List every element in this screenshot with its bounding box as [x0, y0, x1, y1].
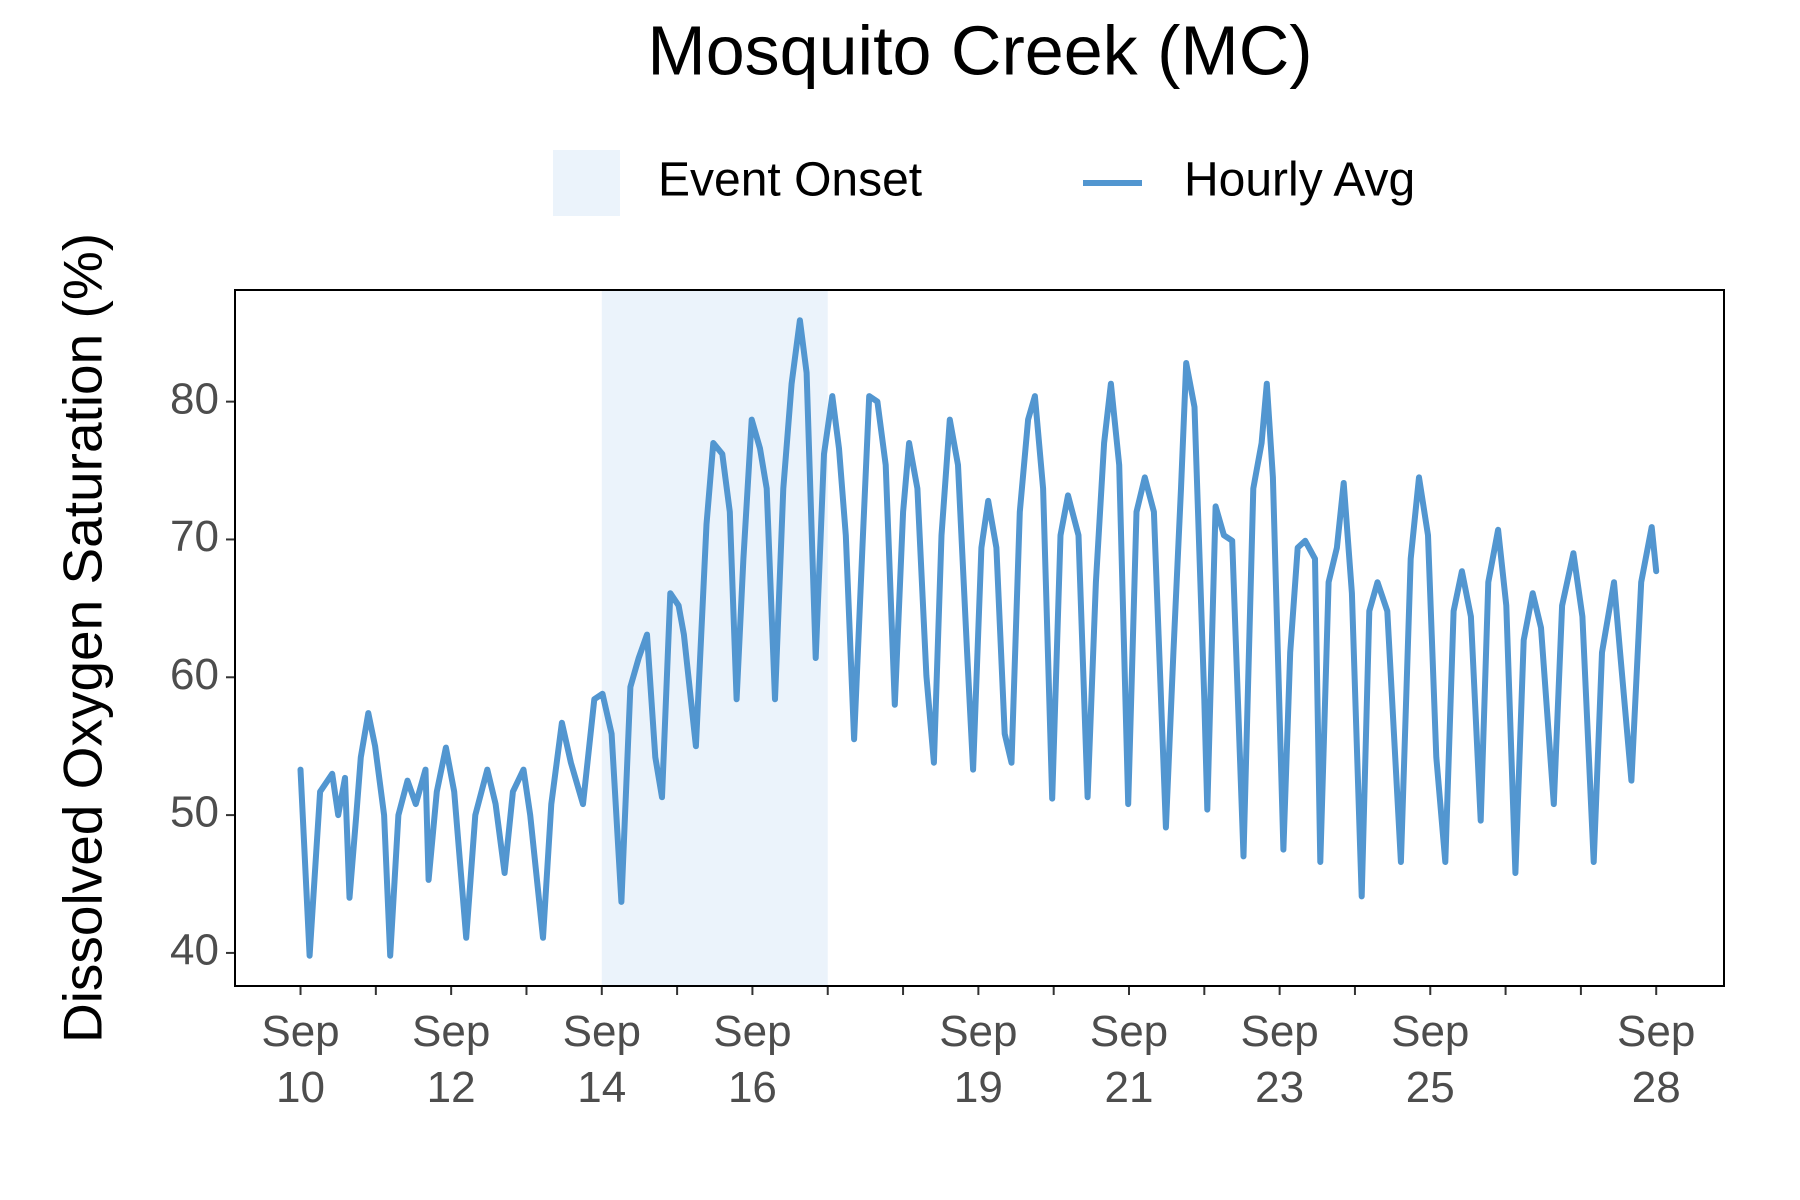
y-tick-label: 50 [170, 788, 219, 837]
x-tick-label: Sep 19 [939, 1007, 1018, 1112]
legend-swatch [553, 150, 620, 216]
x-tick-label: Sep 23 [1240, 1007, 1319, 1112]
x-tick-label: Sep 21 [1089, 1007, 1169, 1112]
event-span [601, 290, 828, 986]
legend-label: Hourly Avg [1184, 154, 1415, 207]
x-tick-label: Sep 14 [562, 1007, 641, 1112]
y-tick-label: 80 [170, 374, 219, 423]
legend-label: Event Onset [658, 154, 922, 207]
data-line [297, 317, 1660, 959]
x-tick-label: Sep 12 [412, 1007, 491, 1112]
plot-border [234, 289, 1725, 987]
y-tick-label: 60 [170, 650, 219, 699]
x-tick-label: Sep 28 [1617, 1007, 1696, 1112]
y-tick-label: 70 [170, 512, 219, 561]
y-axis-label: Dissolved Oxygen Saturation (%) [52, 233, 114, 1043]
chart-title: Mosquito Creek (MC) [647, 11, 1312, 89]
x-tick-label: Sep 10 [261, 1007, 340, 1112]
y-tick-label: 40 [170, 926, 219, 975]
x-tick-label: Sep 25 [1391, 1007, 1470, 1112]
x-tick-label: Sep 16 [713, 1007, 792, 1112]
